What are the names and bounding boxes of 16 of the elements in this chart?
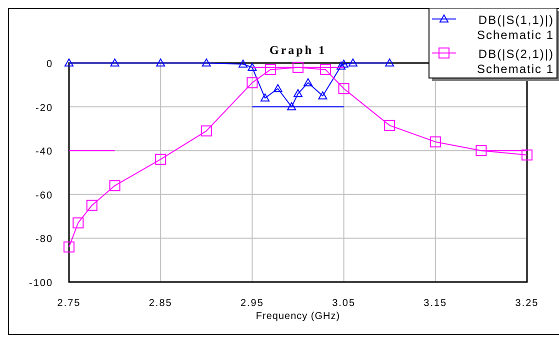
x-tick-label: 2.85 [148,298,172,309]
chart-title: Graph 1 [269,43,327,57]
y-tick-label: 0 [46,59,53,70]
legend-label: DB(|S(2,1)|) Schematic 1 [476,47,554,76]
y-tick-label: -60 [36,190,53,202]
legend-label: DB(|S(1,1)|) Schematic 1 [476,13,554,42]
y-tick-label: -20 [36,102,53,114]
x-tick-label: 3.15 [424,298,448,309]
x-tick-label: 3.25 [515,298,539,309]
x-tick-label: 2.95 [240,298,264,309]
y-tick-label: -40 [36,146,53,158]
y-tick-label: -80 [36,234,53,246]
x-tick-label: 3.05 [332,298,356,309]
x-tick-label: 2.75 [57,298,81,309]
x-axis-title: Frequency (GHz) [256,311,340,322]
y-tick-label: -100 [28,278,53,289]
